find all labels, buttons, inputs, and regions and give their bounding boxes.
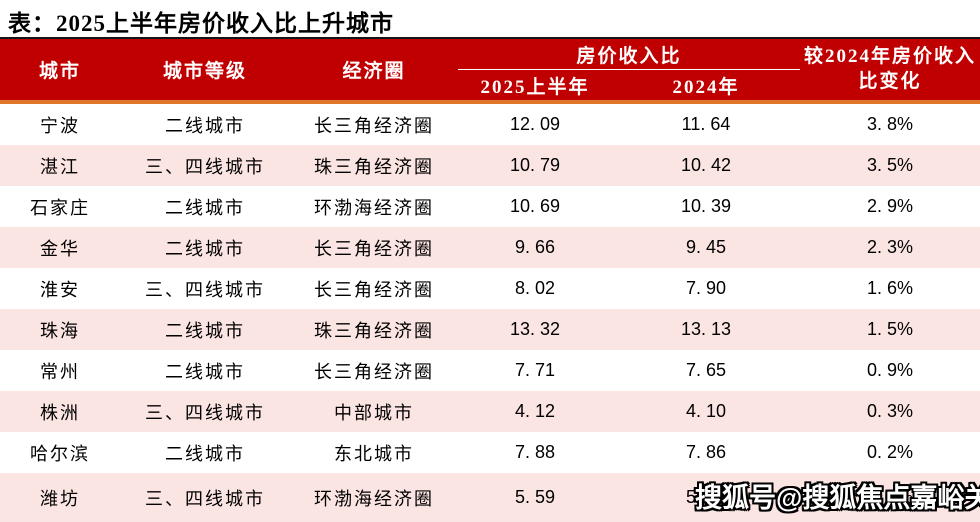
cell-tier: 三、四线城市 bbox=[145, 488, 265, 509]
cell-city: 宁波 bbox=[40, 115, 80, 136]
cell-ratio-2025h1: 10. 69 bbox=[509, 196, 561, 216]
cell-city: 潍坊 bbox=[40, 488, 80, 509]
col-header-tier: 城市等级 bbox=[162, 61, 247, 82]
table-row: 金华 二线城市 长三角经济圈 9. 66 9. 45 2. 3% bbox=[0, 227, 980, 268]
cell-circle: 东北城市 bbox=[334, 443, 414, 464]
cell-change: 3. 8% bbox=[866, 114, 914, 134]
cell-tier: 二线城市 bbox=[165, 361, 245, 382]
cell-ratio-2024: 7. 65 bbox=[685, 360, 727, 380]
cell-change: 0. 9% bbox=[866, 360, 914, 380]
cell-ratio-2025h1: 5. 59 bbox=[514, 487, 556, 507]
cell-circle: 中部城市 bbox=[334, 402, 414, 423]
col-header-ratio-group: 房价收入比 bbox=[458, 39, 800, 70]
cell-ratio-2025h1: 13. 32 bbox=[509, 319, 561, 339]
cell-tier: 三、四线城市 bbox=[145, 279, 265, 300]
cell-tier: 二线城市 bbox=[165, 320, 245, 341]
cell-ratio-2024: 7. 86 bbox=[685, 442, 727, 462]
col-header-city: 城市 bbox=[38, 61, 81, 82]
cell-city: 石家庄 bbox=[30, 197, 90, 218]
cell-ratio-2025h1: 7. 71 bbox=[514, 360, 556, 380]
col-group-price-income-ratio: 房价收入比 2025上半年 2024年 bbox=[458, 39, 800, 100]
table-row: 石家庄 二线城市 环渤海经济圈 10. 69 10. 39 2. 9% bbox=[0, 186, 980, 227]
cell-circle: 珠三角经济圈 bbox=[314, 156, 434, 177]
cell-ratio-2024: 10. 39 bbox=[680, 196, 732, 216]
table-row: 常州 二线城市 长三角经济圈 7. 71 7. 65 0. 9% bbox=[0, 350, 980, 391]
cell-tier: 三、四线城市 bbox=[145, 402, 265, 423]
cell-tier: 二线城市 bbox=[165, 197, 245, 218]
col-header-change-label: 较2024年房价收入比变化 bbox=[804, 45, 977, 92]
cell-city: 珠海 bbox=[40, 320, 80, 341]
cell-change: 3. 5% bbox=[866, 155, 914, 175]
cell-circle: 长三角经济圈 bbox=[314, 115, 434, 136]
cell-circle: 环渤海经济圈 bbox=[314, 197, 434, 218]
cell-ratio-2024: 13. 13 bbox=[680, 319, 732, 339]
watermark: 搜狐号@搜狐焦点嘉峪关站 bbox=[695, 483, 980, 513]
cell-ratio-2024: 7. 90 bbox=[685, 278, 727, 298]
cell-tier: 二线城市 bbox=[165, 238, 245, 259]
cell-change: 0. 2% bbox=[866, 442, 914, 462]
cell-circle: 珠三角经济圈 bbox=[314, 320, 434, 341]
table-row: 株洲 三、四线城市 中部城市 4. 12 4. 10 0. 3% bbox=[0, 391, 980, 432]
cell-city: 株洲 bbox=[40, 402, 80, 423]
cell-city: 金华 bbox=[40, 238, 80, 259]
col-header-2025h1: 2025上半年 bbox=[480, 76, 590, 98]
cell-change: 2. 9% bbox=[866, 196, 914, 216]
cell-city: 哈尔滨 bbox=[30, 443, 90, 464]
cell-ratio-2025h1: 8. 02 bbox=[514, 278, 556, 298]
cell-change: 1. 5% bbox=[866, 319, 914, 339]
cell-ratio-2025h1: 10. 79 bbox=[509, 155, 561, 175]
cell-circle: 长三角经济圈 bbox=[314, 238, 434, 259]
cell-ratio-2025h1: 9. 66 bbox=[514, 237, 556, 257]
cell-ratio-2024: 5. 58 bbox=[685, 487, 727, 507]
table-header: 城市 城市等级 经济圈 房价收入比 2025上半年 2024年 较2024年房价… bbox=[0, 37, 980, 104]
table-row: 宁波 二线城市 长三角经济圈 12. 09 11. 64 3. 8% bbox=[0, 104, 980, 145]
cell-change: 2. 3% bbox=[866, 237, 914, 257]
cell-circle: 环渤海经济圈 bbox=[314, 488, 434, 509]
cell-ratio-2024: 9. 45 bbox=[685, 237, 727, 257]
col-header-2024: 2024年 bbox=[672, 76, 740, 98]
table-row: 哈尔滨 二线城市 东北城市 7. 88 7. 86 0. 2% bbox=[0, 432, 980, 473]
cell-change: 1. 6% bbox=[866, 278, 914, 298]
table-row: 珠海 二线城市 珠三角经济圈 13. 32 13. 13 1. 5% bbox=[0, 309, 980, 350]
col-header-change: 较2024年房价收入比变化 bbox=[800, 39, 980, 100]
cell-ratio-2024: 11. 64 bbox=[681, 114, 731, 134]
cell-city: 湛江 bbox=[40, 156, 80, 177]
cell-tier: 二线城市 bbox=[165, 115, 245, 136]
cell-ratio-2024: 4. 10 bbox=[685, 401, 727, 421]
cell-tier: 三、四线城市 bbox=[145, 156, 265, 177]
table-row: 淮安 三、四线城市 长三角经济圈 8. 02 7. 90 1. 6% bbox=[0, 268, 980, 309]
cell-change: 0. 3% bbox=[866, 401, 914, 421]
table-body: 宁波 二线城市 长三角经济圈 12. 09 11. 64 3. 8% 湛江 三、四线城市 珠三角… bbox=[0, 104, 980, 522]
cell-city: 常州 bbox=[40, 361, 80, 382]
col-header-circle: 经济圈 bbox=[342, 61, 406, 82]
cell-ratio-2025h1: 4. 12 bbox=[514, 401, 556, 421]
cell-ratio-2024: 10. 42 bbox=[680, 155, 732, 175]
housing-price-income-table: 城市 城市等级 经济圈 房价收入比 2025上半年 2024年 较2024年房价… bbox=[0, 37, 980, 522]
cell-tier: 二线城市 bbox=[165, 443, 245, 464]
cell-ratio-2025h1: 12. 09 bbox=[509, 114, 561, 134]
table-row: 湛江 三、四线城市 珠三角经济圈 10. 79 10. 42 3. 5% bbox=[0, 145, 980, 186]
cell-circle: 长三角经济圈 bbox=[314, 361, 434, 382]
table-row: 潍坊 三、四线城市 环渤海经济圈 5. 59 5. 58 0. 2% bbox=[0, 473, 980, 522]
cell-ratio-2025h1: 7. 88 bbox=[514, 442, 556, 462]
cell-city: 淮安 bbox=[40, 279, 80, 300]
cell-circle: 长三角经济圈 bbox=[314, 279, 434, 300]
cell-change: 0. 2% bbox=[866, 487, 914, 507]
ratio-subheader-row: 2025上半年 2024年 bbox=[458, 70, 800, 100]
table-title: 表：2025上半年房价收入比上升城市 bbox=[8, 11, 394, 36]
